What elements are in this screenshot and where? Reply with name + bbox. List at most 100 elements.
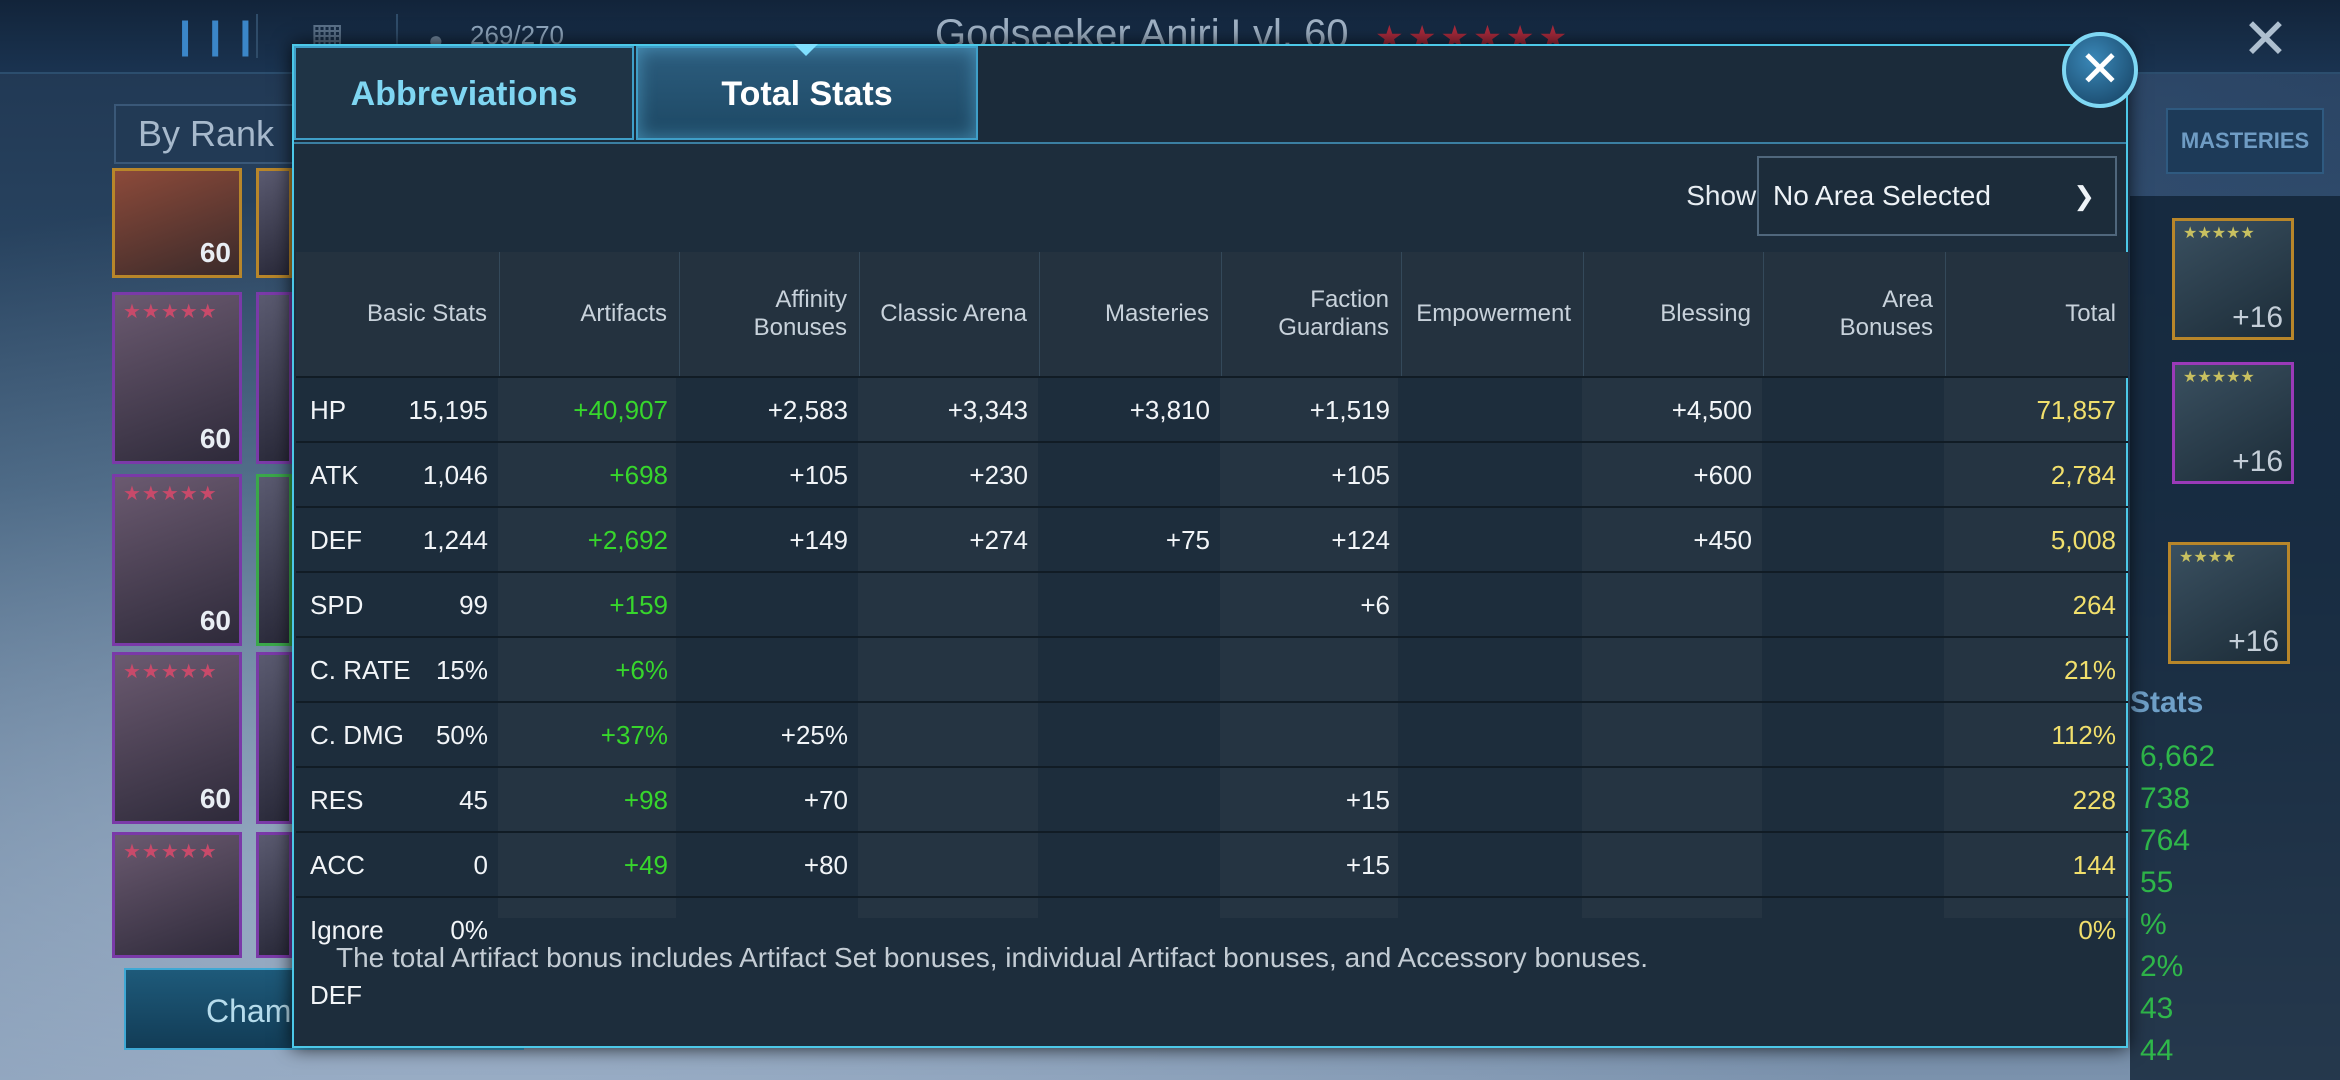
cell-arena bbox=[860, 638, 1040, 703]
stat-value: 55 bbox=[2140, 866, 2174, 899]
cell-masteries bbox=[1040, 833, 1222, 898]
artifact-bonus-note: The total Artifact bonus includes Artifa… bbox=[336, 942, 1649, 973]
divider bbox=[396, 14, 398, 58]
table-row: DEF 1,244 +2,692 +149 +274 +75 +124 +450 5,008 bbox=[296, 506, 2128, 573]
cell-affinity: +25% bbox=[780, 720, 848, 750]
stat-value: 6,662 bbox=[2140, 740, 2216, 773]
cell-empowerment bbox=[1402, 833, 1584, 898]
cell-basic: 99 bbox=[459, 590, 488, 620]
cell-artifacts: +40,907 bbox=[573, 395, 668, 425]
cell-area bbox=[1764, 768, 1946, 833]
stat-value: 43 bbox=[2140, 992, 2174, 1025]
portrait-level: 60 bbox=[199, 237, 231, 268]
cell-masteries bbox=[1040, 768, 1222, 833]
close-button[interactable]: ✕ bbox=[2062, 32, 2138, 108]
portrait-level: 60 bbox=[199, 783, 231, 814]
header-classic-arena: Classic Arena bbox=[860, 252, 1040, 376]
gear-stars: ★★★★★ bbox=[2183, 369, 2255, 386]
portrait-stars: ★★★★★ bbox=[123, 841, 218, 863]
champion-portrait[interactable] bbox=[256, 168, 292, 278]
tab-masteries[interactable]: MASTERIES bbox=[2166, 108, 2324, 174]
cell-arena bbox=[860, 573, 1040, 638]
champion-portrait[interactable] bbox=[256, 652, 292, 824]
champion-portrait[interactable] bbox=[256, 474, 292, 646]
tab-abbreviations[interactable]: Abbreviations bbox=[294, 46, 634, 140]
cell-empowerment bbox=[1402, 638, 1584, 703]
header-artifacts: Artifacts bbox=[500, 252, 680, 376]
screen-close-icon[interactable]: ✕ bbox=[2242, 7, 2289, 70]
area-select-dropdown[interactable]: No Area Selected ❯ bbox=[1757, 156, 2117, 236]
cell-faction: +15 bbox=[1345, 850, 1390, 880]
champion-portrait[interactable] bbox=[256, 292, 292, 464]
cell-arena bbox=[860, 833, 1040, 898]
header-total: Total bbox=[2065, 300, 2116, 327]
table-row: SPD 99 +159 +6 264 bbox=[296, 571, 2128, 638]
cell-basic: 0% bbox=[450, 915, 488, 945]
gear-level: +16 bbox=[2232, 301, 2283, 334]
cell-artifacts: +6% bbox=[615, 655, 668, 685]
cell-empowerment bbox=[1402, 443, 1584, 508]
table-row: Ignore DEF 0% 0% bbox=[296, 896, 2128, 1010]
champion-portrait[interactable] bbox=[256, 832, 292, 958]
stat-name: ACC bbox=[310, 850, 365, 880]
artifact-slot[interactable]: ★★★★ +16 bbox=[2168, 542, 2290, 664]
stat-name: DEF bbox=[310, 525, 362, 555]
cell-total: 144 bbox=[2072, 850, 2116, 880]
cell-total: 21% bbox=[2063, 655, 2116, 685]
cell-faction: +1,519 bbox=[1309, 395, 1390, 425]
cell-affinity: +70 bbox=[803, 785, 848, 815]
cell-masteries bbox=[1040, 703, 1222, 768]
champion-portrait[interactable]: 60 bbox=[112, 168, 242, 278]
champion-portrait[interactable]: ★★★★★ 60 bbox=[112, 474, 242, 646]
header-label: Area Bonuses bbox=[1839, 286, 1933, 341]
table-row: C. RATE 15% +6% 21% bbox=[296, 636, 2128, 703]
tab-total-stats[interactable]: Total Stats bbox=[636, 46, 978, 140]
stat-name: ATK bbox=[310, 460, 359, 490]
stat-value: 44 bbox=[2140, 1034, 2174, 1067]
sort-dropdown[interactable]: By Rank bbox=[114, 104, 310, 164]
gear-stars: ★★★★ bbox=[2179, 549, 2237, 566]
cell-blessing bbox=[1584, 573, 1764, 638]
cell-area bbox=[1764, 833, 1946, 898]
area-select-value: No Area Selected bbox=[1773, 180, 1991, 211]
cell-affinity: +149 bbox=[789, 525, 848, 555]
champion-portrait[interactable]: ★★★★★ 60 bbox=[112, 292, 242, 464]
cell-artifacts: +2,692 bbox=[587, 525, 668, 555]
close-icon: ✕ bbox=[2079, 41, 2121, 97]
table-header: Basic Stats Artifacts Affinity Bonuses C… bbox=[296, 252, 2128, 376]
gear-level: +16 bbox=[2228, 625, 2279, 658]
cell-masteries bbox=[1040, 638, 1222, 703]
portrait-stars: ★★★★★ bbox=[123, 301, 218, 323]
stat-name: C. RATE bbox=[310, 655, 411, 685]
header-blessing: Blessing bbox=[1584, 252, 1764, 376]
artifact-slot[interactable]: ★★★★★ +16 bbox=[2172, 362, 2294, 484]
champion-portrait[interactable]: ★★★★★ bbox=[112, 832, 242, 958]
cell-empowerment bbox=[1402, 703, 1584, 768]
cell-area bbox=[1764, 443, 1946, 508]
table-row: HP 15,195 +40,907 +2,583 +3,343 +3,810 +1,519 +… bbox=[296, 376, 2128, 443]
cell-blessing: +600 bbox=[1693, 460, 1752, 490]
cell-blessing bbox=[1584, 833, 1764, 898]
cell-area bbox=[1764, 508, 1946, 573]
cell-empowerment bbox=[1402, 378, 1584, 443]
cell-area bbox=[1764, 703, 1946, 768]
active-tab-marker bbox=[794, 44, 818, 56]
cell-basic: 1,244 bbox=[422, 525, 488, 555]
artifact-slot[interactable]: ★★★★★ +16 bbox=[2172, 218, 2294, 340]
cell-masteries: +3,810 bbox=[1129, 395, 1210, 425]
cell-arena: +3,343 bbox=[947, 395, 1028, 425]
cell-blessing: +4,500 bbox=[1671, 395, 1752, 425]
menu-bars-icon[interactable]: ❙❙❙ bbox=[170, 15, 261, 56]
cell-empowerment bbox=[1402, 768, 1584, 833]
stat-name: HP bbox=[310, 395, 347, 425]
cell-arena bbox=[860, 768, 1040, 833]
stat-name: C. DMG bbox=[310, 720, 404, 750]
cell-area bbox=[1764, 378, 1946, 443]
cell-total: 0% bbox=[2078, 915, 2116, 945]
header-empowerment: Empowerment bbox=[1402, 252, 1584, 376]
cell-basic: 15% bbox=[435, 655, 488, 685]
champion-portrait[interactable]: ★★★★★ 60 bbox=[112, 652, 242, 824]
cell-empowerment bbox=[1402, 508, 1584, 573]
header-basic-stats: Basic Stats bbox=[296, 252, 500, 376]
cell-faction bbox=[1222, 638, 1402, 703]
